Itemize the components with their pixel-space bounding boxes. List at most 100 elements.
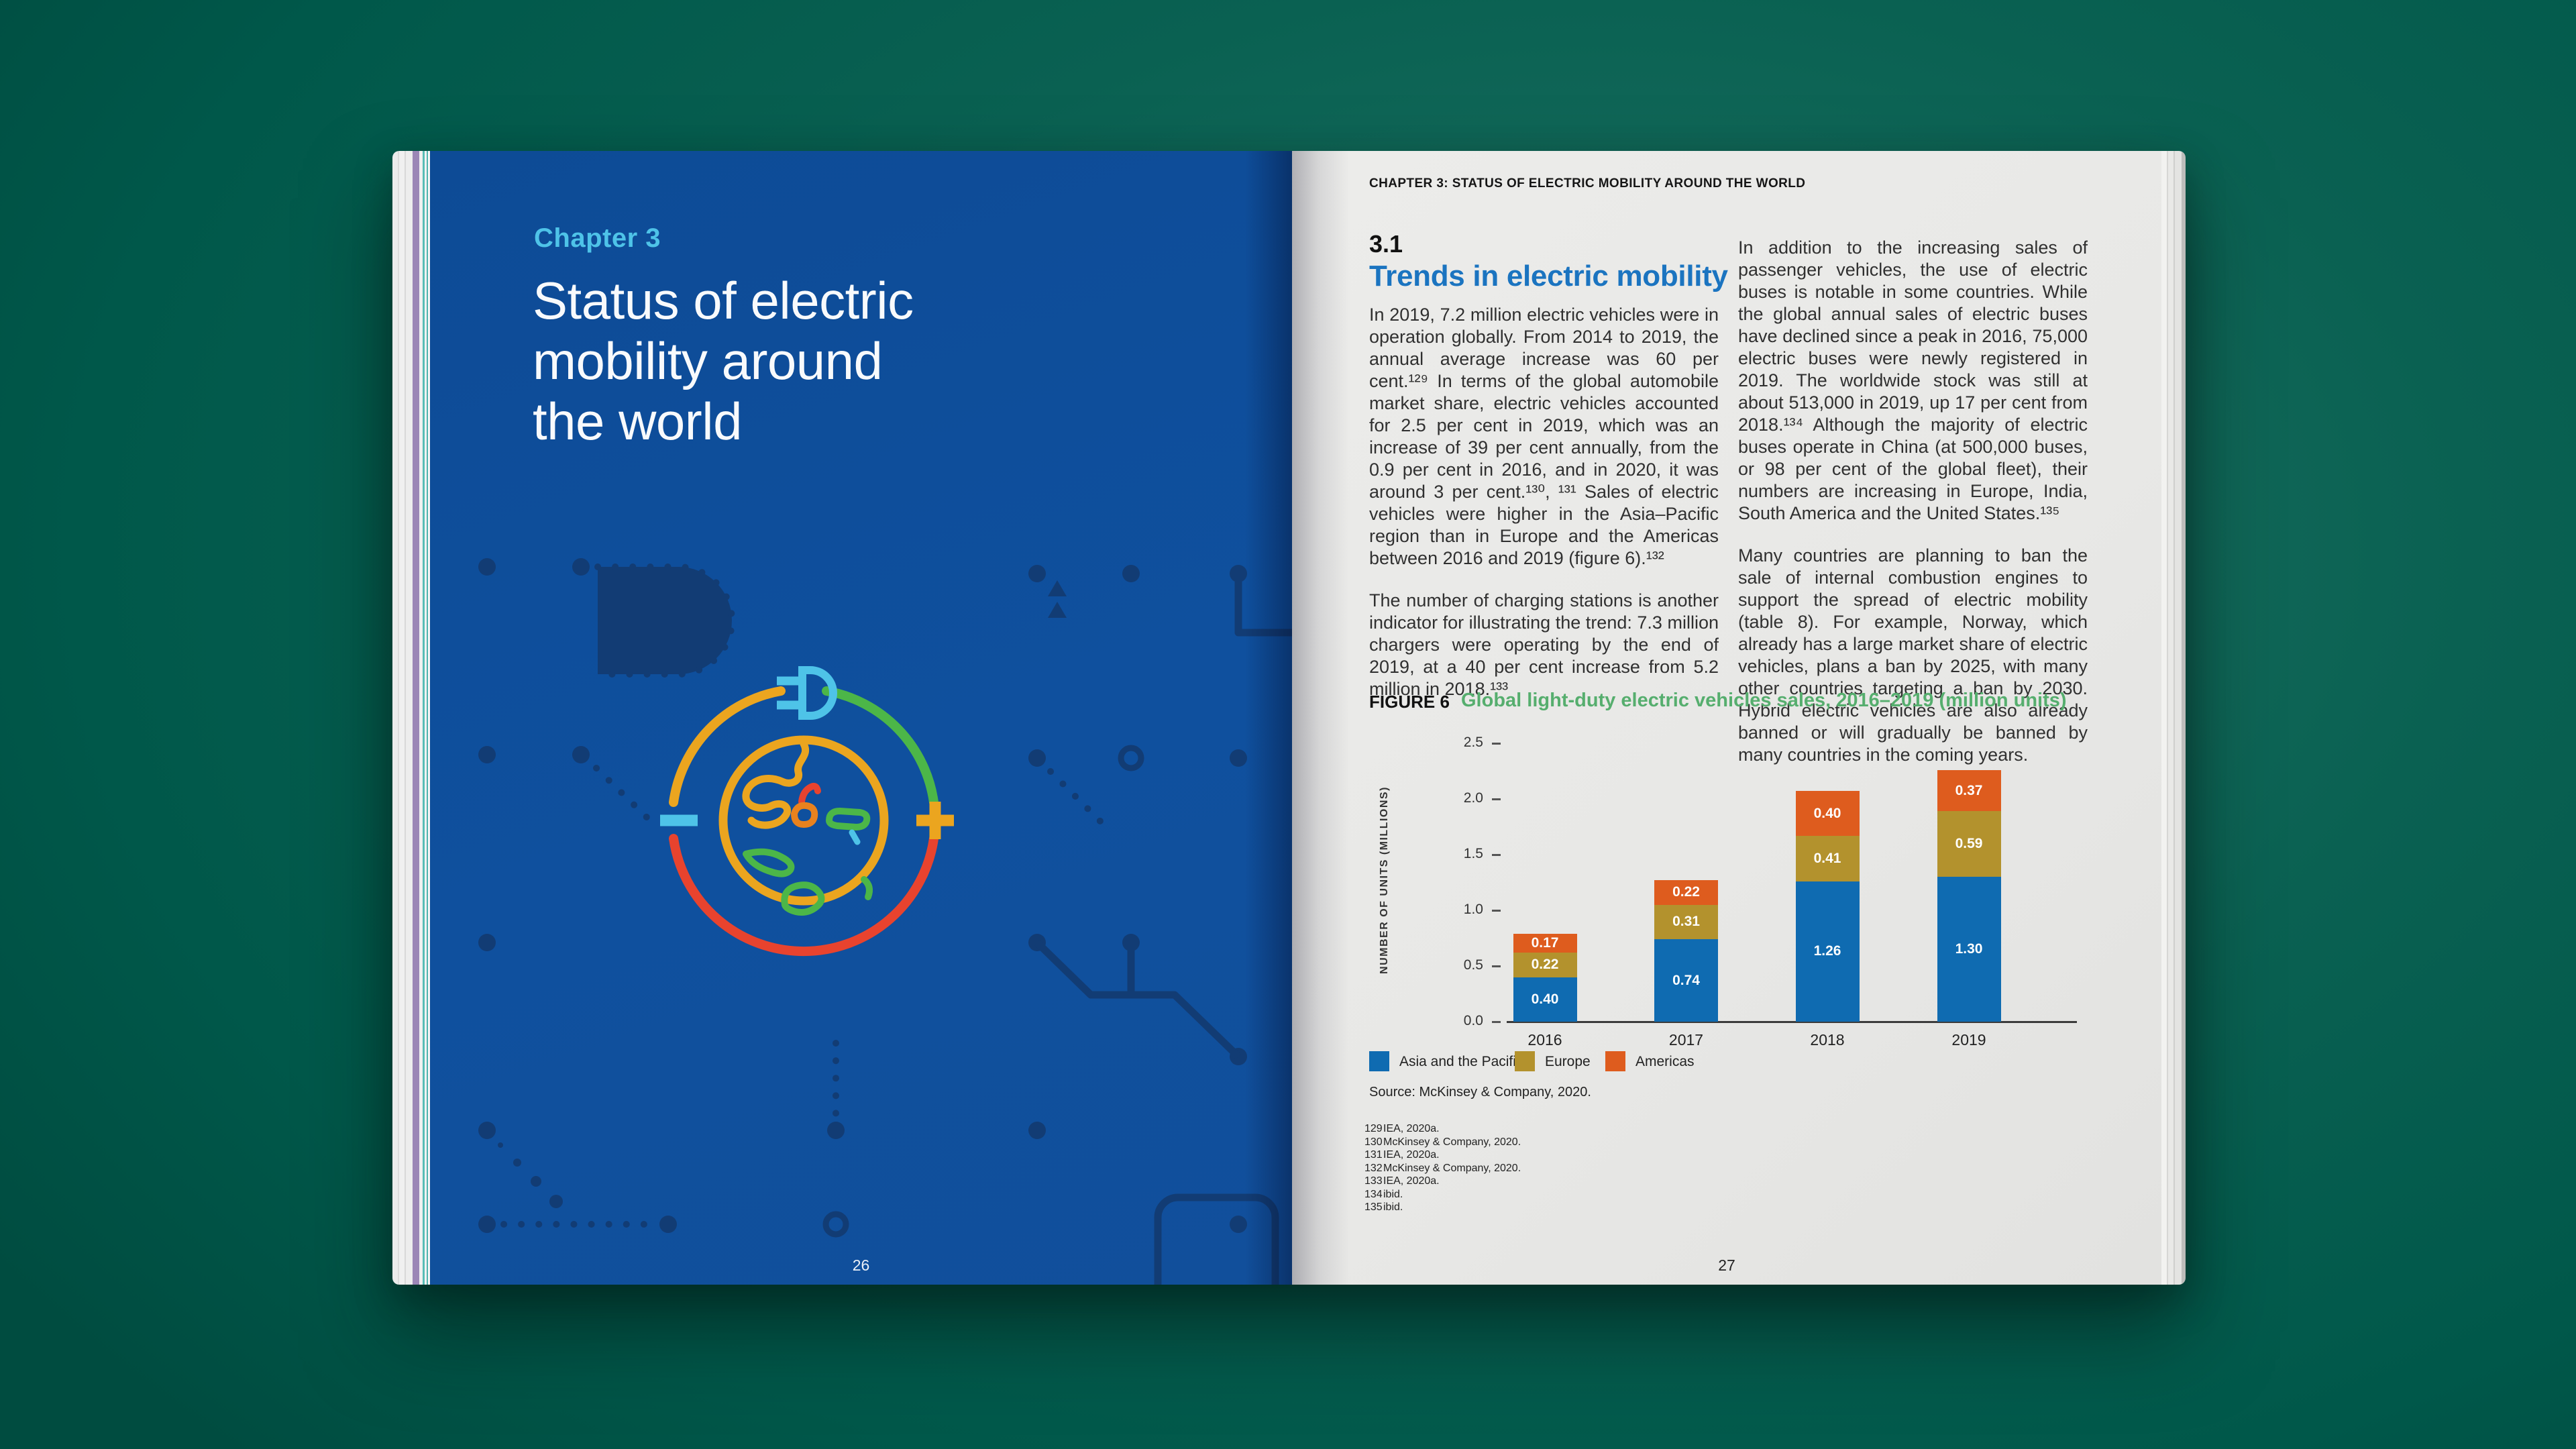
arc-red <box>669 834 938 957</box>
footnote-row: 133 IEA, 2020a. <box>1364 1175 1521 1188</box>
circuit-growing-dots <box>498 1142 563 1208</box>
legend-label: Americas <box>1635 1054 1695 1069</box>
circuit-lines <box>1034 574 1292 1059</box>
y-tick-label: 1.0 <box>1463 902 1483 917</box>
bar-segment-europe: 0.22 <box>1513 953 1577 977</box>
arc-green <box>822 686 938 807</box>
bar-segment-asia-and-the-pacific: 0.40 <box>1513 977 1577 1022</box>
bar-value-label: 0.17 <box>1531 934 1559 951</box>
footnote-row: 129 IEA, 2020a. <box>1364 1122 1521 1136</box>
x-axis-category-label: 2019 <box>1951 1031 1986 1049</box>
bar-segment-americas: 0.22 <box>1654 880 1718 905</box>
y-tick-label: 0.5 <box>1463 957 1483 973</box>
bar-segment-asia-and-the-pacific: 1.30 <box>1937 877 2001 1022</box>
footnote-text: McKinsey & Company, 2020. <box>1383 1162 1521 1174</box>
chapter-title-line-2: mobility around <box>533 331 883 390</box>
y-tick-mark <box>1492 910 1501 912</box>
chapter-cover-page: Chapter 3 Status of electric mobility ar… <box>430 151 1292 1285</box>
page-number-right: 27 <box>1718 1256 1735 1274</box>
circuit-dotted-trails <box>500 564 1104 1228</box>
footnote-text: IEA, 2020a. <box>1383 1149 1440 1161</box>
y-tick-mark <box>1492 743 1501 745</box>
bar-segment-europe: 0.41 <box>1795 835 1860 881</box>
footnote-row: 132 McKinsey & Company, 2020. <box>1364 1162 1521 1175</box>
legend-swatch-americas <box>1605 1051 1625 1071</box>
footnote-number: 134 <box>1364 1188 1383 1200</box>
x-axis-line <box>1507 1021 2077 1023</box>
footnote-text: IEA, 2020a. <box>1383 1123 1440 1134</box>
bar-segment-americas: 0.17 <box>1513 933 1577 953</box>
footnote-row: 131 IEA, 2020a. <box>1364 1148 1521 1162</box>
footnote-number: 129 <box>1364 1123 1383 1134</box>
bar-value-label: 0.40 <box>1813 805 1841 821</box>
electric-globe-illustration <box>660 666 954 957</box>
bar-value-label: 1.26 <box>1813 943 1841 959</box>
footnote-number: 132 <box>1364 1162 1383 1174</box>
y-tick-mark <box>1492 1021 1501 1023</box>
y-tick-mark <box>1492 854 1501 856</box>
paragraph: In 2019, 7.2 million electric vehicles w… <box>1369 305 1719 568</box>
section-title: Trends in electric mobility <box>1369 260 1728 292</box>
circuit-rings <box>822 745 1144 1238</box>
footnote-number: 130 <box>1364 1136 1383 1148</box>
page-number-left: 26 <box>852 1256 870 1274</box>
paragraph: Many countries are planning to ban the s… <box>1738 545 2088 765</box>
footnote-row: 135 ibid. <box>1364 1201 1521 1214</box>
chapter-title-line-1: Status of electric <box>533 271 914 330</box>
bar-segment-asia-and-the-pacific: 0.74 <box>1654 939 1718 1022</box>
figure-label: FIGURE 6 <box>1369 692 1450 712</box>
paragraph: In addition to the increasing sales of p… <box>1738 237 2088 523</box>
open-book: Chapter 3 Status of electric mobility ar… <box>392 151 2186 1285</box>
bar-value-label: 0.41 <box>1813 850 1841 866</box>
page-stack-left-edge <box>392 151 430 1285</box>
bar-segment-europe: 0.31 <box>1654 904 1718 940</box>
footnote-text: McKinsey & Company, 2020. <box>1383 1136 1521 1148</box>
legend-label: Asia and the Pacific <box>1399 1054 1523 1069</box>
section-number: 3.1 <box>1369 230 1403 258</box>
figure-title: Global light-duty electric vehicles sale… <box>1461 690 2067 711</box>
body-column-2: In addition to the increasing sales of p… <box>1738 237 2088 786</box>
chapter-title-line-3: the world <box>533 392 742 451</box>
circuit-pattern-decoration <box>478 558 1292 1285</box>
x-axis-category-label: 2016 <box>1527 1031 1562 1049</box>
y-tick-label: 0.0 <box>1463 1013 1483 1028</box>
bar-value-label: 0.59 <box>1955 836 1983 852</box>
bar-value-label: 0.22 <box>1531 957 1559 973</box>
y-tick-mark <box>1492 965 1501 967</box>
footnote-number: 131 <box>1364 1149 1383 1161</box>
content-page: CHAPTER 3: STATUS OF ELECTRIC MOBILITY A… <box>1292 151 2161 1285</box>
globe-circle <box>718 735 889 906</box>
bar-value-label: 0.31 <box>1672 914 1700 930</box>
bar-segment-americas: 0.40 <box>1795 791 1860 836</box>
running-header: CHAPTER 3: STATUS OF ELECTRIC MOBILITY A… <box>1369 176 1806 191</box>
source-line: Source: McKinsey & Company, 2020. <box>1369 1085 1591 1099</box>
paragraph: The number of charging stations is anoth… <box>1369 590 1719 699</box>
footnote-text: ibid. <box>1383 1188 1403 1200</box>
footnote-text: ibid. <box>1383 1201 1403 1213</box>
x-axis-category-label: 2017 <box>1668 1031 1704 1049</box>
bar-value-label: 1.30 <box>1955 941 1983 957</box>
y-tick-mark <box>1492 798 1501 800</box>
y-tick-label: 2.5 <box>1463 735 1483 750</box>
body-column-1: In 2019, 7.2 million electric vehicles w… <box>1369 304 1719 720</box>
circuit-triangles <box>1048 580 1067 618</box>
power-plug-icon <box>777 666 837 720</box>
legend-label: Europe <box>1545 1054 1591 1069</box>
arc-yellow <box>669 686 786 807</box>
footnote-row: 130 McKinsey & Company, 2020. <box>1364 1136 1521 1149</box>
bar-value-label: 0.40 <box>1531 991 1559 1007</box>
x-axis-category-label: 2018 <box>1810 1031 1845 1049</box>
footnote-number: 135 <box>1364 1201 1383 1213</box>
y-axis-label: NUMBER OF UNITS (MILLIONS) <box>1379 786 1390 974</box>
chapter-label: Chapter 3 <box>534 223 661 253</box>
bar-segment-europe: 0.59 <box>1937 811 2001 877</box>
bar-value-label: 0.74 <box>1672 972 1700 988</box>
page-stack-right-edge <box>2161 151 2186 1285</box>
chapter-title: Status of electric mobility around the w… <box>533 270 914 451</box>
legend-swatch-europe <box>1515 1051 1535 1071</box>
bar-segment-asia-and-the-pacific: 1.26 <box>1795 881 1860 1022</box>
footnotes-list: 129 IEA, 2020a. 130 McKinsey & Company, 202… <box>1364 1122 1521 1214</box>
y-tick-label: 2.0 <box>1463 790 1483 806</box>
bar-value-label: 0.22 <box>1672 884 1700 900</box>
